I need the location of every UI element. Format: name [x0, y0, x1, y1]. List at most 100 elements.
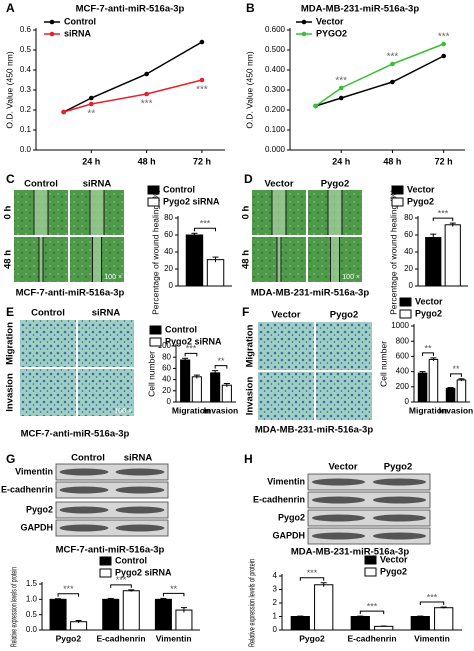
panel-letter: H [244, 452, 253, 466]
wound-gap [92, 237, 102, 282]
legend-label: Vector [415, 296, 443, 306]
blot-band [311, 514, 366, 522]
micrograph [78, 369, 134, 416]
blot-strip [307, 527, 431, 545]
error-bar [128, 589, 135, 592]
y-tick-label: 0.5 [26, 610, 38, 619]
y-tick-label: 0.4 [20, 65, 32, 74]
blot-strip [55, 463, 169, 481]
column-label: Pygo2 [321, 179, 350, 190]
blot-band [311, 532, 366, 540]
point [199, 39, 205, 45]
panel-letter: D [244, 172, 253, 186]
series-line [315, 55, 444, 107]
significance: ** [87, 109, 95, 120]
y-tick-label: 0.600 [265, 25, 286, 34]
y-tick-label: 40 [404, 247, 413, 256]
legend-swatch [147, 197, 160, 207]
error-bar [458, 378, 465, 382]
point [441, 53, 446, 59]
scale-label: 100 × [342, 274, 360, 281]
x-tick-label: 24 h [82, 156, 100, 166]
y-tick-label: 3 [273, 585, 278, 594]
legend-label: Pygo2 [415, 308, 442, 318]
blot-band [372, 514, 427, 522]
legend-label: Pygo2 siRNA [115, 567, 172, 577]
x-tick-label: Migration [172, 405, 210, 415]
chart-title: MCF-7-anti-miR-516a-3p [76, 4, 185, 15]
y-tick-label: 0.5 [20, 45, 32, 54]
point [199, 77, 205, 83]
significance: *** [200, 219, 211, 229]
legend-swatch [149, 337, 162, 347]
point [89, 95, 94, 101]
wound-gap [90, 190, 104, 235]
y-axis-label: O.D. Value (450 nm) [244, 51, 254, 128]
wound-gap [328, 190, 342, 235]
point [144, 71, 149, 77]
blot-band [115, 486, 165, 494]
error-bar [223, 383, 230, 387]
y-axis-label: Relative expression levels of protein [246, 559, 256, 647]
chart-title: MDA-MB-231-miR-516a-3p [301, 4, 419, 15]
error-bar [447, 387, 454, 390]
error-bar [55, 598, 62, 600]
legend-swatch [99, 556, 112, 566]
legend-label: Pygo2 [380, 566, 407, 576]
significance-bracket [299, 577, 325, 581]
y-tick-label: 60 [404, 230, 413, 239]
column-label: Vector [264, 179, 293, 190]
bar [221, 384, 232, 403]
y-tick-label: 0 [409, 281, 414, 290]
bar [185, 234, 204, 287]
legend-label: siRNA [64, 28, 92, 38]
blot-label: Pygo2 [278, 512, 305, 522]
panel-letter: C [6, 172, 15, 186]
y-tick-label: 20 [162, 386, 171, 395]
legend-swatch [399, 297, 412, 307]
bar [425, 237, 442, 287]
legend-swatch [99, 568, 112, 578]
bar [122, 590, 140, 631]
legend-swatch [149, 325, 162, 335]
y-tick-label: 20 [164, 264, 173, 273]
y-axis-label: Percentage of wound healing (%) [150, 189, 160, 315]
scale-label: 100 × [114, 408, 132, 415]
column-label: Control [31, 308, 65, 319]
x-tick-label: Invasion [439, 405, 473, 415]
bar [350, 616, 370, 631]
significance-bracket [450, 373, 462, 377]
error-bar [320, 582, 327, 587]
legend-marker [301, 31, 307, 37]
significance-bracket [432, 217, 454, 222]
blot-band [115, 468, 165, 476]
legend-swatch [147, 185, 160, 195]
wound-gap [272, 190, 286, 235]
wound-gap [34, 190, 48, 235]
y-tick-label: 800 [396, 336, 410, 345]
panel-letter: B [246, 1, 255, 15]
x-tick-label: Vimentin [156, 633, 192, 643]
significance-bracket [110, 584, 132, 588]
x-tick-label: Pygo2 [299, 633, 325, 643]
y-tick-label: 80 [404, 213, 413, 222]
scale-label: 100 × [104, 274, 122, 281]
legend-label: Control [165, 324, 197, 334]
significance: *** [438, 32, 450, 43]
point [338, 85, 344, 91]
significance-bracket [162, 592, 185, 597]
caption: MCF-7-anti-miR-516a-3p [16, 288, 125, 299]
y-tick-label: 0 [169, 281, 174, 290]
point [441, 41, 446, 47]
caption: MCF-7-anti-miR-516a-3p [21, 429, 130, 440]
blot-band [59, 468, 109, 476]
error-bar [212, 256, 219, 263]
legend-label: Pygo2 [407, 196, 434, 206]
blot-band [59, 524, 109, 532]
legend-swatch [399, 309, 412, 319]
y-tick-label: 0 [405, 397, 410, 406]
bar [445, 387, 456, 403]
bar [456, 379, 467, 403]
micrograph [20, 320, 76, 367]
